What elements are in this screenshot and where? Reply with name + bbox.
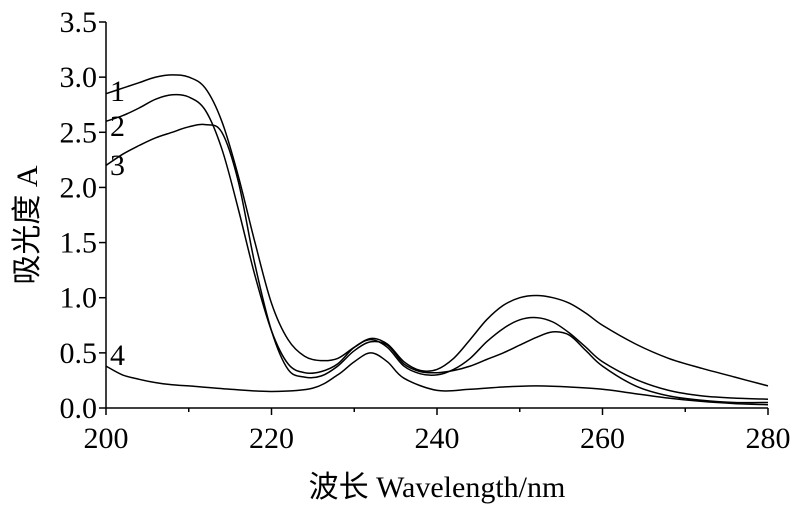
y-tick-label: 0.0 [60,392,98,425]
y-tick-label: 1.5 [60,227,98,260]
series-4-line [105,352,769,406]
series-layer [105,74,769,406]
x-tick-label: 260 [580,422,625,455]
y-tick-label: 3.0 [60,61,98,94]
curve-label-3: 3 [110,149,125,182]
labels-layer: 12 3 4 [110,75,125,372]
y-tick-label: 1.0 [60,282,98,315]
curve-label-2: 2 [110,110,125,143]
y-tick-label: 0.5 [60,337,98,370]
series-2-line [105,93,769,400]
series-1-line [105,74,769,387]
curve-label-4: 4 [110,339,125,372]
y-tick-label: 3.5 [60,6,98,39]
x-tick-label: 200 [84,422,129,455]
y-tick-label: 2.5 [60,116,98,149]
x-tick-label: 220 [249,422,294,455]
x-tick-label: 280 [746,422,791,455]
x-tick-label: 240 [415,422,460,455]
x-axis-title: 波长 Wavelength/nm [309,471,566,504]
series-3-line [105,123,769,404]
y-tick-label: 2.0 [60,171,98,204]
y-axis-title: 吸光度 A [11,165,44,284]
axes: 200 220 240 260 280 0.0 0.5 1.0 1.5 2.0 2.5 3.0 3.5 [60,6,791,455]
curve-label-1: 1 [110,75,125,108]
